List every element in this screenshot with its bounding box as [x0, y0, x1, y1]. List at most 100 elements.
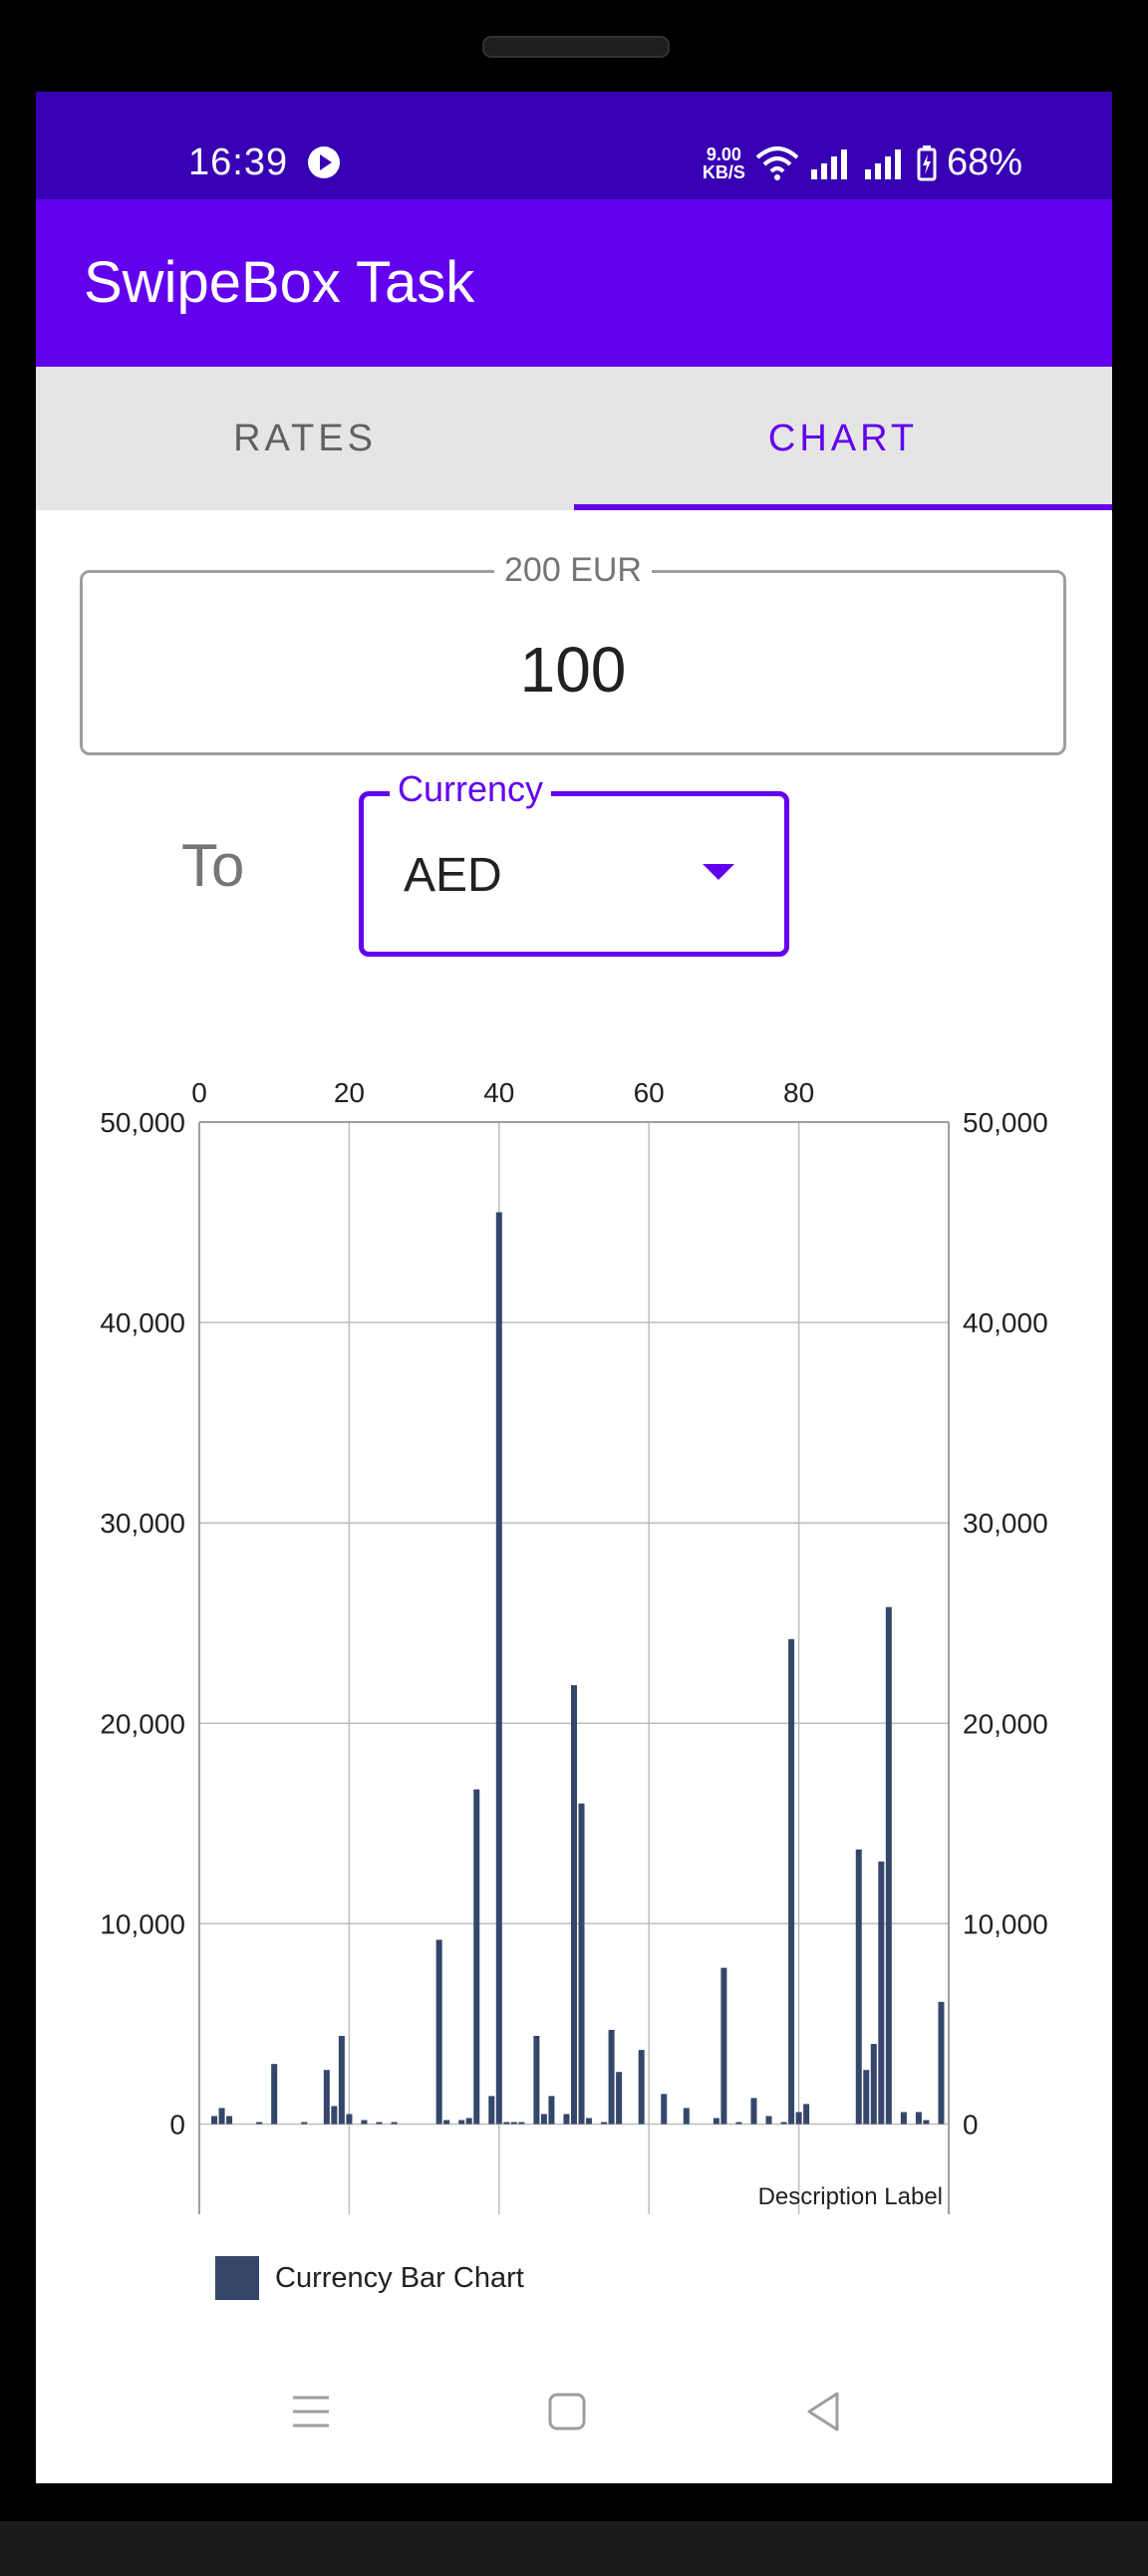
amount-field[interactable]: 200 EUR 100	[80, 551, 1066, 755]
y-tick-label-right: 20,000	[963, 1708, 1048, 1739]
chart-bar	[533, 2036, 540, 2125]
y-tick-label-right: 0	[963, 2110, 979, 2141]
currency-bar-chart: 50,000 50,000 40,000 40,000 30,000 30,000 20,0…	[36, 959, 1112, 2300]
system-nav-bar	[36, 2334, 1112, 2483]
status-time: 16:39	[188, 142, 289, 183]
chart-bar	[616, 2072, 623, 2125]
chart-bar	[863, 2070, 870, 2125]
chart-bar	[870, 2044, 877, 2125]
chart-bar	[361, 2120, 368, 2125]
y-tick-label-left: 30,000	[100, 1508, 185, 1539]
y-tick-label-left: 40,000	[100, 1307, 185, 1338]
legend-label: Currency Bar Chart	[275, 2261, 524, 2294]
chart-bar	[735, 2122, 742, 2125]
chart-bar	[338, 2036, 345, 2125]
chart-description-label: Description Label	[758, 2183, 943, 2210]
chart-bar	[495, 1212, 502, 2125]
y-tick-label-right: 30,000	[963, 1508, 1048, 1539]
chart-bar	[548, 2096, 555, 2125]
phone-speaker	[482, 36, 670, 58]
chart-bar	[301, 2122, 308, 2125]
chart-bar	[601, 2122, 608, 2125]
tab-bar: RATES CHART	[36, 367, 1112, 510]
amount-field-label: 200 EUR	[494, 551, 652, 589]
chart-bar	[503, 2122, 510, 2125]
battery-percent: 68%	[946, 142, 1022, 183]
chart-bar	[271, 2064, 278, 2125]
y-tick-label-left: 0	[169, 2110, 185, 2141]
y-tick-label-left: 20,000	[100, 1708, 185, 1739]
chart-bar	[391, 2122, 398, 2125]
chart-bar	[661, 2094, 668, 2125]
chart-bar	[885, 1606, 892, 2125]
chart-bar	[638, 2050, 645, 2125]
chart-bar	[788, 1638, 795, 2125]
y-tick-label-right: 40,000	[963, 1307, 1048, 1338]
chart-bar	[855, 1849, 862, 2125]
chart-bar	[458, 2120, 465, 2125]
chart-bar	[346, 2114, 353, 2125]
currency-selected-value: AED	[404, 849, 502, 902]
chart-bar	[435, 1939, 442, 2125]
chart-bar	[803, 2104, 810, 2125]
chart-bar	[331, 2106, 338, 2125]
chart-svg: 50,000 50,000 40,000 40,000 30,000 30,000 20,0…	[100, 1077, 1048, 2214]
chart-bar	[570, 1685, 578, 2125]
y-tick-label-right: 50,000	[963, 1107, 1048, 1138]
app-bar: SwipeBox Task	[36, 199, 1112, 367]
chart-bar	[608, 2029, 615, 2125]
y-tick-label-right: 10,000	[963, 1908, 1048, 1939]
chart-bar	[795, 2112, 802, 2125]
chart-bar	[915, 2112, 922, 2125]
chart-bar	[720, 1967, 727, 2125]
currency-dropdown[interactable]: Currency AED	[359, 768, 789, 957]
menu-icon[interactable]	[281, 2382, 341, 2441]
amount-input[interactable]: 100	[519, 634, 627, 706]
chart-bar	[765, 2116, 772, 2125]
screen: 16:39 9.00 KB/S	[36, 92, 1112, 2483]
chart-bar	[683, 2108, 690, 2125]
chart-bar	[578, 1803, 585, 2125]
chart-bar	[518, 2122, 525, 2125]
chart-bar	[226, 2116, 233, 2125]
chart-bar	[923, 2120, 930, 2125]
app-title: SwipeBox Task	[84, 250, 475, 315]
net-speed-unit: KB/S	[702, 161, 745, 182]
chart-bar	[323, 2070, 330, 2125]
chart-bar	[540, 2114, 547, 2125]
chart-bar	[713, 2118, 719, 2125]
to-label: To	[181, 832, 245, 899]
x-tick-label: 80	[783, 1077, 814, 1108]
x-tick-label: 0	[191, 1077, 207, 1108]
back-icon[interactable]	[793, 2382, 853, 2441]
chart-bar	[376, 2122, 383, 2125]
tab-indicator	[574, 504, 1112, 510]
chart-bar	[780, 2122, 787, 2125]
chart-bar	[510, 2122, 517, 2125]
chart-bar	[900, 2112, 907, 2125]
chart-bar	[488, 2096, 495, 2125]
chart-bar	[563, 2114, 570, 2125]
home-icon[interactable]	[537, 2382, 597, 2441]
chart-bar	[750, 2098, 757, 2125]
chart-bar	[938, 2001, 945, 2125]
chart-bar	[586, 2118, 593, 2125]
media-play-icon	[308, 146, 340, 178]
x-tick-label: 20	[334, 1077, 365, 1108]
chart-bar	[878, 1861, 885, 2125]
x-tick-label: 60	[634, 1077, 665, 1108]
battery-icon	[917, 144, 937, 180]
tab-chart[interactable]: CHART	[767, 417, 919, 459]
status-icons: 9.00 KB/S	[703, 142, 1022, 184]
chart-bar	[443, 2120, 450, 2125]
currency-label: Currency	[390, 768, 552, 810]
x-tick-label: 40	[483, 1077, 514, 1108]
chart-bar	[465, 2118, 472, 2125]
tab-rates[interactable]: RATES	[233, 417, 377, 459]
phone-bottom-bezel	[0, 2521, 1148, 2576]
network-speed: 9.00 KB/S	[703, 145, 745, 181]
chart-bar	[256, 2122, 263, 2125]
dropdown-arrow-icon[interactable]	[703, 864, 734, 880]
chart-legend: Currency Bar Chart	[215, 2256, 524, 2300]
